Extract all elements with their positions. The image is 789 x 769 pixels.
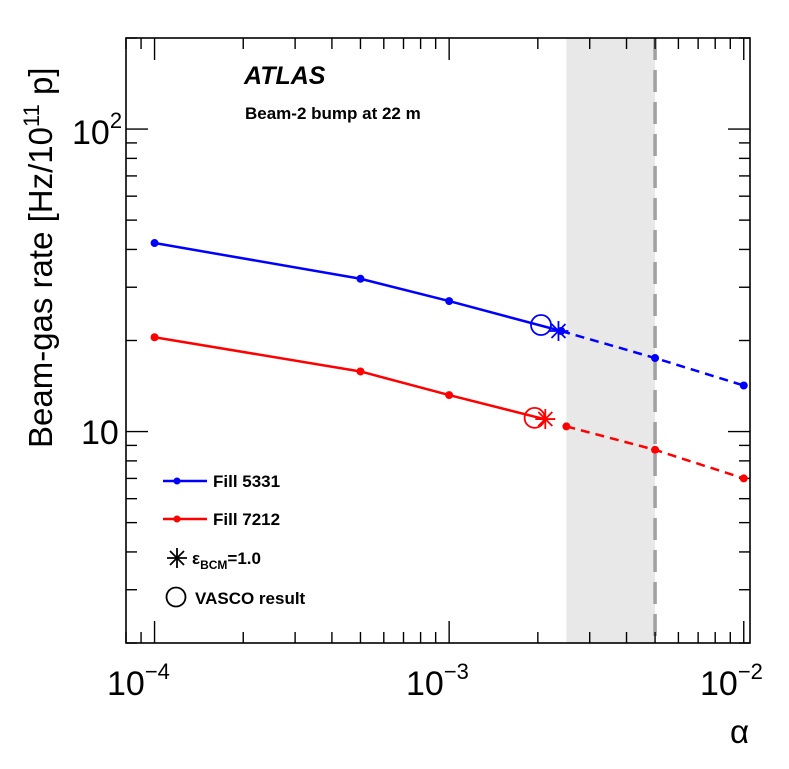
legend-label-vasco: VASCO result [195,589,306,608]
legend-label-bcm: εBCM=1.0 [192,549,261,572]
legend-circle-icon [165,586,187,608]
data-point-fill-7212 [739,474,748,483]
legend-star-icon [167,548,187,568]
bcm-star-fill-5331 [548,320,569,341]
legend-label-fill-5331: Fill 5331 [213,472,280,491]
data-point-fill-7212 [445,391,454,400]
data-point-fill-7212 [150,333,159,342]
series-group [150,239,748,483]
legend-marker-fill-7212 [173,515,181,523]
data-point-fill-7212 [562,422,571,431]
x-tick-label-1e-3: 10−3 [406,659,469,703]
legend-marker-fill-5331 [173,477,181,485]
data-point-fill-5331 [651,354,660,363]
data-point-fill-5331 [739,381,748,390]
y-axis-title: Beam-gas rate [Hz/1011 p] [19,67,59,448]
data-point-fill-5331 [356,274,365,283]
x-tick-label-1e-4: 10−4 [107,659,170,703]
y-tick-label-100: 102 [72,108,122,152]
legend-label-fill-7212: Fill 7212 [213,510,280,529]
axis-ticks [125,37,750,644]
chart-subtitle: Beam-2 bump at 22 m [245,104,421,123]
x-tick-label-1e-2: 10−2 [700,659,763,703]
shaded-band [566,38,656,643]
data-point-fill-7212 [356,367,365,376]
series-line-solid-fill-7212 [154,336,545,421]
x-axis-title: α [730,713,749,750]
atlas-label: ATLAS [243,62,326,90]
bcm-star-fill-7212 [535,409,556,430]
data-point-fill-7212 [651,445,660,454]
legend: Fill 5331 Fill 7212 εBCM=1.0 VASCO resul… [163,472,306,608]
plot-frame [125,37,751,644]
vasco-point-fill-5331 [530,314,552,336]
data-point-fill-5331 [445,297,454,306]
y-tick-label-10: 10 [81,414,119,452]
data-point-fill-5331 [150,239,159,248]
series-line-solid-fill-5331 [154,241,562,333]
